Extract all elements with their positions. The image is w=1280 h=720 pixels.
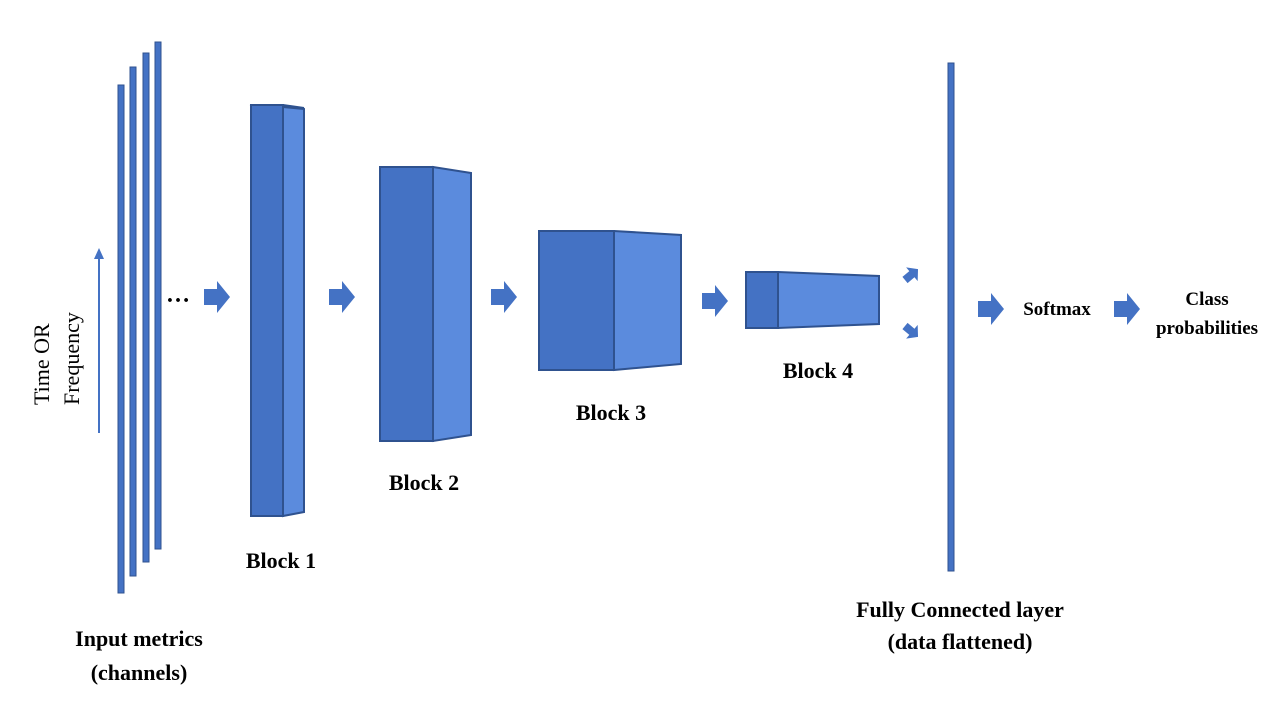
output-label-line1: Class <box>1185 289 1228 310</box>
arrow-right-icon <box>329 281 355 313</box>
block-2-front-face <box>379 166 434 442</box>
output-label-line2: probabilities <box>1156 318 1258 339</box>
input-channels <box>117 41 162 594</box>
input-channel-sheet <box>142 52 150 563</box>
fc-label-line2: (data flattened) <box>888 629 1033 654</box>
arrow-right-icon <box>491 281 517 313</box>
block-3-label: Block 3 <box>576 400 646 425</box>
block-4-front-face <box>745 271 779 329</box>
block-3 <box>538 229 682 372</box>
block-4 <box>745 270 880 330</box>
input-channel-sheet <box>154 41 162 550</box>
flow-arrows <box>204 267 1140 339</box>
block-2-side-face <box>432 165 472 443</box>
block-1-side-face <box>282 105 305 518</box>
block-1-label: Block 1 <box>246 548 316 573</box>
time-frequency-axis: Time OR Frequency <box>29 248 104 433</box>
fc-label-line1: Fully Connected layer <box>856 597 1064 622</box>
fully-connected-layer <box>947 62 955 572</box>
input-channel-sheet <box>117 84 125 594</box>
block-1 <box>249 104 305 518</box>
arrow-right-icon <box>702 285 728 317</box>
block-3-side-face <box>613 229 682 372</box>
axis-arrow-head <box>94 248 104 259</box>
softmax-label: Softmax <box>1023 299 1091 320</box>
input-label-line2: (channels) <box>91 660 188 685</box>
arrow-diagonal-down-icon <box>902 322 919 339</box>
arrow-right-icon <box>204 281 230 313</box>
block-2-label: Block 2 <box>389 470 459 495</box>
block-2 <box>379 165 472 443</box>
arrow-diagonal-up-icon <box>902 267 919 284</box>
input-label-line1: Input metrics <box>75 626 203 651</box>
block-1-front-face <box>250 104 284 517</box>
block-3-front-face <box>538 230 615 371</box>
arrow-right-icon <box>1114 293 1140 325</box>
input-channel-sheet <box>129 66 137 577</box>
ellipsis: … <box>166 282 190 308</box>
block-4-label: Block 4 <box>783 358 853 383</box>
axis-label-frequency: Frequency <box>59 312 84 405</box>
arrow-right-icon <box>978 293 1004 325</box>
axis-label-time: Time OR <box>29 323 54 405</box>
block-4-side-face <box>777 270 880 330</box>
